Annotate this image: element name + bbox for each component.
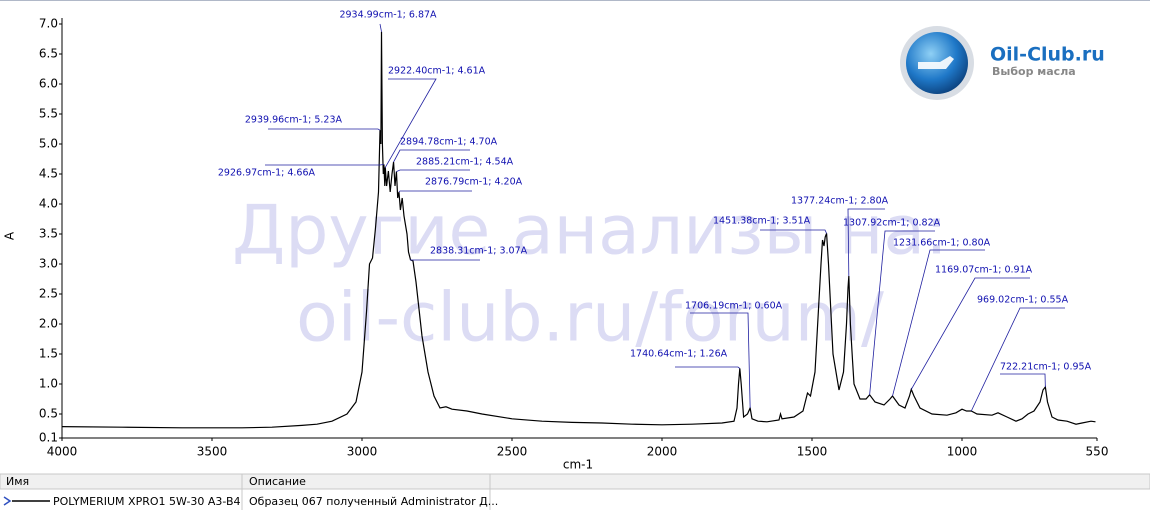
annotation-label: 1451.38cm-1; 3.51A — [713, 216, 811, 227]
annotation-leader — [1000, 373, 1046, 388]
annotation-leader — [268, 128, 381, 131]
table-header-cell: Имя — [6, 475, 29, 488]
x-tick-label: 1500 — [797, 445, 828, 459]
y-tick-label: 6.0 — [39, 77, 58, 91]
y-tick-label: 3.0 — [39, 257, 58, 271]
annotation-leader — [910, 277, 1030, 390]
y-tick-label: 5.0 — [39, 137, 58, 151]
annotation-leader — [379, 23, 382, 32]
logo-icon — [918, 56, 954, 69]
annotation-leader — [869, 230, 935, 395]
annotation-label: 2885.21cm-1; 4.54A — [416, 157, 514, 168]
annotation-leader — [396, 169, 470, 172]
annotation-leader — [675, 366, 741, 369]
y-tick-label: 0.5 — [39, 407, 58, 421]
annotation-leader — [393, 149, 470, 163]
annotation-label: 2939.96cm-1; 5.23A — [245, 115, 343, 126]
annotation-label: 722.21cm-1; 0.95A — [1000, 362, 1092, 373]
annotation-leader — [892, 249, 985, 397]
annotation-label: 2894.78cm-1; 4.70A — [400, 137, 498, 148]
annotation-leader — [265, 164, 384, 166]
y-tick-label: 2.5 — [39, 287, 58, 301]
annotation-label: 1169.07cm-1; 0.91A — [935, 265, 1033, 276]
annotation-label: 2922.40cm-1; 4.61A — [388, 66, 486, 77]
annotation-label: 2926.97cm-1; 4.66A — [218, 168, 316, 179]
annotation-label: 969.02cm-1; 0.55A — [977, 295, 1069, 306]
logo: Oil-Club.ru Выбор масла — [900, 26, 1105, 100]
table-header — [0, 473, 1150, 490]
annotation-leader — [760, 229, 827, 234]
annotation-label: 1740.64cm-1; 1.26A — [630, 349, 728, 360]
legend-label[interactable]: POLYMERIUM XPRO1 5W-30 A3-B4 — [53, 495, 241, 508]
annotation-label: 2934.99cm-1; 6.87A — [339, 10, 437, 21]
annotation-leader — [970, 307, 1065, 412]
y-tick-label: 1.5 — [39, 347, 58, 361]
annotation-label: 2876.79cm-1; 4.20A — [425, 177, 523, 188]
x-tick-label: 3000 — [347, 445, 378, 459]
x-tick-label: 3500 — [197, 445, 228, 459]
annotation-label: 1231.66cm-1; 0.80A — [893, 238, 991, 249]
table-header-cell: Описание — [249, 475, 306, 488]
annotation-leader — [398, 190, 472, 193]
annotation-leader — [384, 78, 437, 168]
x-tick-label: 2500 — [497, 445, 528, 459]
y-tick-label: 2.0 — [39, 317, 58, 331]
y-tick-label: 1.0 — [39, 377, 58, 391]
annotation-label: 2838.31cm-1; 3.07A — [430, 246, 528, 257]
x-tick-label: 1000 — [947, 445, 978, 459]
annotation-label: 1377.24cm-1; 2.80A — [791, 196, 889, 207]
x-axis-label: cm-1 — [563, 458, 593, 472]
y-tick-label: 0.1 — [39, 431, 58, 445]
y-tick-label: 6.5 — [39, 47, 58, 61]
x-tick-label: 2000 — [647, 445, 678, 459]
logo-title: Oil-Club.ru — [990, 44, 1105, 66]
logo-subtitle: Выбор масла — [992, 65, 1076, 78]
y-tick-label: 5.5 — [39, 107, 58, 121]
y-tick-label: 4.5 — [39, 167, 58, 181]
annotation-label: 1706.19cm-1; 0.60A — [685, 301, 783, 312]
y-tick-label: 7.0 — [39, 17, 58, 31]
x-tick-label: 4000 — [47, 445, 78, 459]
watermark: oil-club.ru/forum/ — [296, 279, 884, 358]
annotation-leader — [690, 312, 751, 409]
y-axis-label: A — [3, 231, 17, 240]
y-tick-label: 3.5 — [39, 227, 58, 241]
table-cell: Образец 067 полученный Administrator Д..… — [249, 495, 498, 508]
annotation-leader — [847, 208, 885, 277]
y-tick-label: 4.0 — [39, 197, 58, 211]
annotation-label: 1307.92cm-1; 0.82A — [843, 218, 941, 229]
x-tick-label: 550 — [1086, 445, 1109, 459]
row-arrow — [3, 496, 12, 506]
